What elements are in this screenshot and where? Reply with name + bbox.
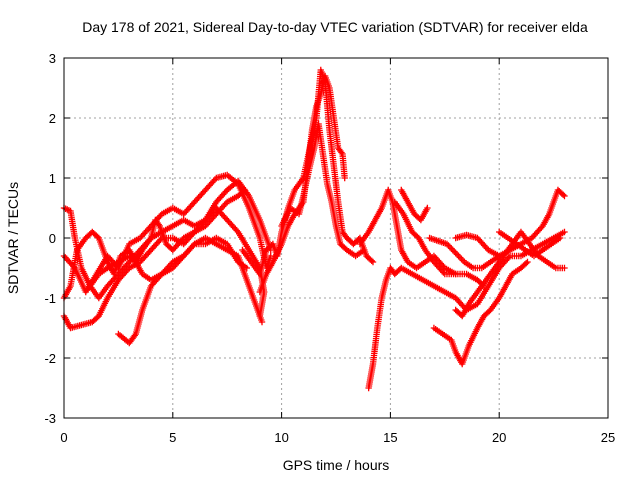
data-point (452, 249, 459, 257)
data-points (60, 66, 568, 392)
series-sat-q (452, 186, 568, 260)
data-point (561, 192, 568, 200)
series-sat-f (86, 186, 248, 290)
y-tick-label: 3 (49, 51, 56, 66)
y-tick-label: -3 (44, 411, 56, 426)
data-point (258, 318, 266, 326)
y-axis-label: SDTVAR / TECUs (5, 182, 21, 294)
data-point (449, 246, 456, 254)
y-tick-label: 2 (49, 111, 56, 126)
x-axis-label: GPS time / hours (283, 457, 390, 473)
series-sat-l (391, 198, 459, 278)
data-point (241, 186, 248, 194)
data-point (456, 254, 464, 261)
x-tick-label: 10 (274, 430, 288, 445)
series-sat-m (398, 186, 431, 224)
series-sat-i (278, 120, 368, 260)
x-tick-label: 20 (492, 430, 506, 445)
y-tick-label: 1 (49, 171, 56, 186)
data-point (453, 251, 461, 258)
x-tick-label: 5 (169, 430, 176, 445)
data-point (451, 248, 458, 255)
data-point (455, 252, 462, 260)
data-point (361, 246, 368, 254)
data-point (368, 257, 375, 264)
series-sat-e (115, 234, 266, 347)
x-tick-label: 15 (383, 430, 397, 445)
data-point (424, 204, 431, 212)
data-point (561, 228, 568, 236)
data-point (559, 191, 567, 198)
y-tick-label: -2 (44, 351, 56, 366)
data-point (240, 188, 247, 195)
chart-title: Day 178 of 2021, Sidereal Day-to-day VTE… (82, 19, 588, 35)
data-point (446, 243, 454, 251)
data-point (524, 258, 531, 266)
y-tick-label: 0 (49, 231, 56, 246)
data-point (341, 174, 348, 182)
data-point (369, 258, 377, 266)
series-sat-k (356, 186, 488, 290)
data-point (561, 264, 568, 272)
series-sat-r (496, 228, 564, 260)
data-point (458, 255, 465, 263)
series-sat-o (430, 258, 531, 368)
y-tick-label: -1 (44, 291, 56, 306)
data-point (556, 234, 564, 242)
x-tick-label: 0 (60, 430, 67, 445)
series-sat-j (365, 228, 568, 392)
x-tick-label: 25 (601, 430, 615, 445)
data-point (448, 245, 455, 252)
data-point (522, 260, 530, 267)
series-sat-h (256, 72, 348, 296)
axis-ticks: 0 5 10 15 20 25 -3 -2 -1 0 1 2 3 (44, 51, 615, 445)
data-point (452, 270, 459, 278)
